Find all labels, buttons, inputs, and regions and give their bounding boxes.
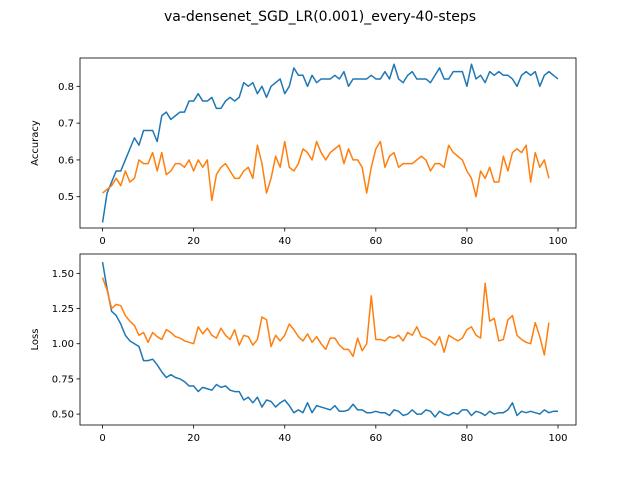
loss-x-tick-label: 40	[278, 433, 291, 444]
loss-x-tick-label: 60	[369, 433, 382, 444]
accuracy-y-axis-label: Accuracy	[30, 120, 41, 166]
accuracy-x-tick-label: 40	[278, 236, 291, 247]
loss-y-tick-label: 0.50	[52, 410, 74, 421]
accuracy-subplot: Accuracy 0 20 40 60 80 100 0.5 0.6 0.7 0.8	[30, 57, 577, 247]
accuracy-series-2-line	[102, 140, 550, 202]
accuracy-y-tick-label: 0.8	[58, 82, 74, 93]
loss-y-axis-label: Loss	[30, 329, 41, 351]
loss-x-tick-label: 20	[187, 433, 200, 444]
loss-x-tick-label: 100	[548, 433, 567, 444]
loss-subplot: Loss 0 20 40 60 80 100 0.50 0.75 1.00 1.25 1.50	[30, 253, 577, 444]
accuracy-series-1-line	[101, 63, 559, 223]
loss-y-tick-label: 1.25	[52, 304, 74, 315]
loss-series-1-line	[101, 261, 559, 418]
accuracy-y-tick-label: 0.6	[58, 155, 74, 166]
accuracy-axes-frame	[79, 57, 577, 229]
accuracy-y-tick-label: 0.7	[58, 119, 74, 130]
accuracy-x-tick-label: 100	[548, 236, 567, 247]
loss-axes-frame	[79, 253, 577, 426]
loss-y-tick-label: 0.75	[52, 374, 74, 385]
accuracy-x-tick-label: 60	[369, 236, 382, 247]
accuracy-x-tick-label: 0	[99, 236, 105, 247]
loss-y-tick-label: 1.00	[52, 339, 74, 350]
loss-x-tick-label: 0	[99, 433, 105, 444]
loss-series-2-line	[101, 277, 550, 358]
figure-title: va-densenet_SGD_LR(0.001)_every-40-steps	[164, 9, 476, 25]
accuracy-y-tick-label: 0.5	[58, 192, 74, 203]
accuracy-x-tick-label: 80	[461, 236, 474, 247]
loss-x-tick-label: 80	[461, 433, 474, 444]
accuracy-x-tick-label: 20	[187, 236, 200, 247]
loss-y-tick-label: 1.50	[52, 269, 74, 280]
